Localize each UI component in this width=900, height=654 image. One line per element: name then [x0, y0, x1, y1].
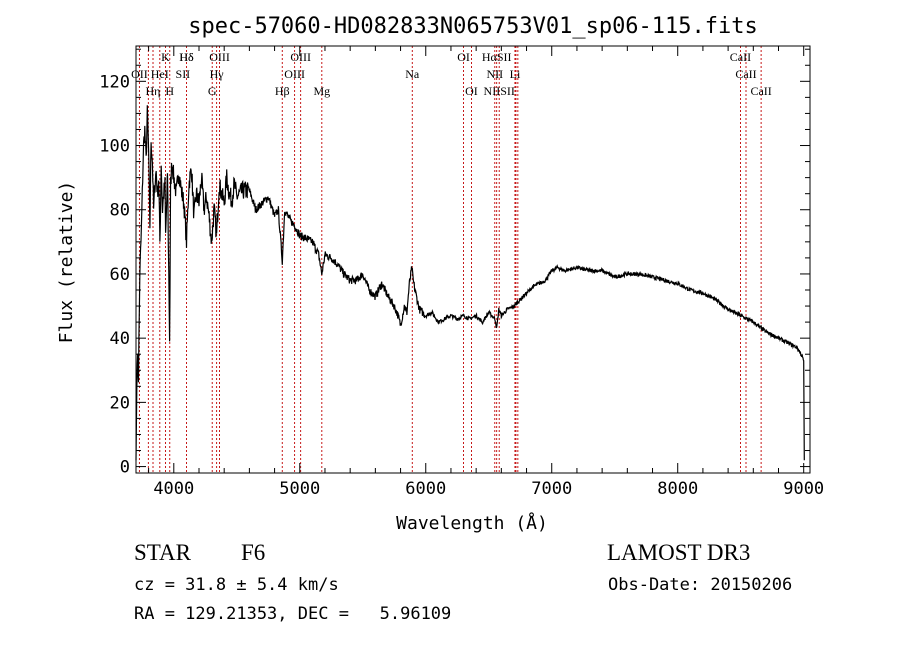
line-label-15: Li [510, 67, 521, 81]
obs-date-text: Obs-Date: 20150206 [608, 575, 793, 595]
y-tick-label-80: 80 [110, 201, 130, 221]
line-label-7: CaII [730, 50, 751, 64]
spectrum-line [135, 105, 805, 461]
line-label-2: Hδ [179, 50, 194, 64]
y-tick-label-100: 100 [99, 137, 130, 157]
chart-title: spec-57060-HD082833N065753V01_sp06-115.f… [188, 14, 758, 39]
axis-ticks: 4000 5000 6000 7000 8000 9000 0 20 40 60 80 100 120 [99, 46, 824, 499]
line-label-6: HαSII [482, 50, 512, 64]
line-label-0: Hδ [179, 50, 194, 64]
y-tick-label-40: 40 [110, 329, 130, 349]
line-label-23: NIISII [484, 84, 515, 98]
line-label-17: Hη [146, 84, 161, 98]
line-label-1: K [161, 50, 170, 64]
line-label-22: OI [465, 84, 478, 98]
line-label-24: CaII [750, 84, 771, 98]
line-label-11: Hγ [210, 67, 225, 81]
redshift-text: cz = 31.8 ± 5.4 km/s [134, 575, 339, 595]
line-label-19: G [208, 84, 217, 98]
line-label-20: Hβ [275, 84, 290, 98]
survey-name: LAMOST DR3 [607, 540, 751, 565]
line-label-14: NII [486, 67, 503, 81]
line-label-10: SII [176, 67, 191, 81]
y-tick-label-0: 0 [120, 458, 130, 478]
x-tick-label-7000: 7000 [531, 479, 572, 499]
object-subclass: F6 [241, 540, 266, 565]
line-label-16: CaII [735, 67, 756, 81]
x-tick-label-4000: 4000 [153, 479, 194, 499]
line-label-4: OIII [290, 50, 311, 64]
line-label-13: Na [405, 67, 420, 81]
x-tick-label-6000: 6000 [405, 479, 446, 499]
y-axis-label: Flux (relative) [56, 181, 77, 344]
line-label-21: Mg [313, 84, 330, 98]
line-label-12: OIII [284, 67, 305, 81]
plot-frame [135, 45, 811, 474]
x-tick-label-8000: 8000 [657, 479, 698, 499]
y-tick-label-20: 20 [110, 393, 130, 413]
x-axis-label: Wavelength (Å) [396, 512, 548, 534]
object-class: STAR [134, 540, 191, 565]
spectral-line-markers [138, 46, 762, 473]
line-label-8: OII [131, 67, 148, 81]
coordinates-text: RA = 129.21353, DEC = 5.96109 [134, 604, 452, 624]
x-tick-label-9000: 9000 [783, 479, 824, 499]
line-label-5: OI [457, 50, 470, 64]
line-label-3: OIII [209, 50, 230, 64]
y-tick-label-60: 60 [110, 265, 130, 285]
x-tick-label-5000: 5000 [279, 479, 320, 499]
y-tick-label-120: 120 [99, 72, 130, 92]
line-label-18: H [165, 84, 174, 98]
line-label-9: HeI [151, 67, 169, 81]
